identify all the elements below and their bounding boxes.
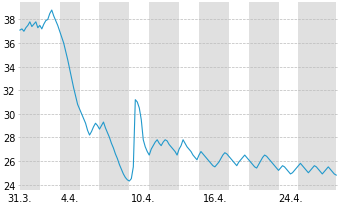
Bar [60,3,79,191]
Bar [249,3,279,191]
Bar [149,3,179,191]
Bar [100,3,129,191]
Bar [298,3,336,191]
Bar [199,3,229,191]
Bar [20,3,40,191]
